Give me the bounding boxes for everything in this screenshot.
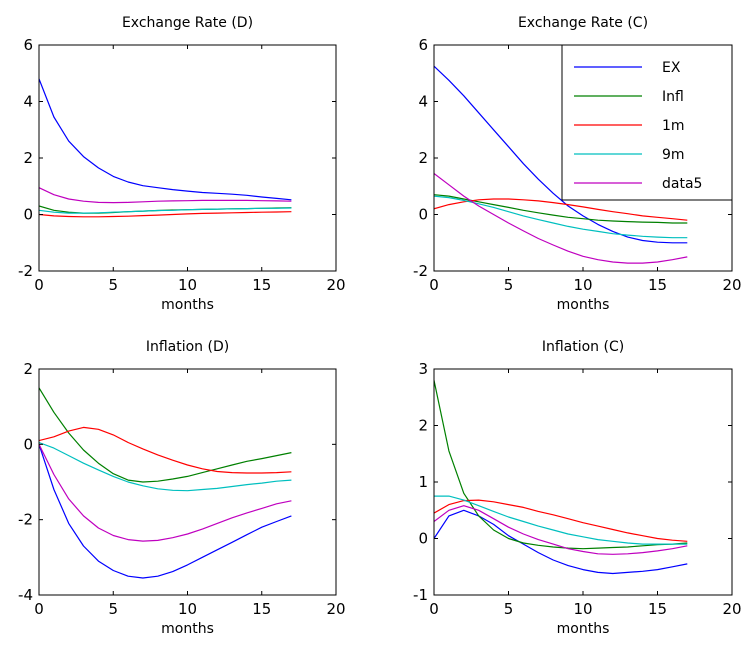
y-tick-label: 2 <box>418 149 428 167</box>
chart-title: Inflation (C) <box>542 339 624 355</box>
y-tick-label: -1 <box>413 586 428 604</box>
legend-label: 9m <box>662 147 685 163</box>
y-tick-label: 1 <box>418 473 428 491</box>
x-axis-label: months <box>557 621 610 637</box>
series-line-infl <box>434 380 688 550</box>
x-tick-label: 0 <box>429 276 439 294</box>
x-tick-label: 15 <box>648 276 667 294</box>
x-tick-label: 15 <box>648 600 667 618</box>
series-line-9m <box>434 495 688 545</box>
legend-label: 1m <box>662 118 685 134</box>
panel-3: 0 5 10 15 20 -4 -2 0 2 Inflation (D) months <box>18 339 346 637</box>
x-tick-label: 5 <box>108 276 118 294</box>
series-line-9m <box>39 441 292 492</box>
y-tick-label: 2 <box>23 149 33 167</box>
x-tick-label: 5 <box>504 276 514 294</box>
y-tick-label: 6 <box>418 36 428 54</box>
y-tick-label: 2 <box>418 417 428 435</box>
x-axis-label: months <box>557 297 610 313</box>
series-lines <box>39 78 292 218</box>
legend-box <box>561 44 733 201</box>
series-lines <box>434 65 688 264</box>
x-axis-label: months <box>161 621 214 637</box>
series-line-ex <box>434 509 688 575</box>
series-line-1m <box>434 499 688 542</box>
chart-title: Exchange Rate (D) <box>122 15 253 31</box>
x-tick-label: 20 <box>722 600 741 618</box>
legend: EX Infl 1m 9m data5 <box>561 44 733 201</box>
legend-label: Infl <box>662 89 684 105</box>
y-tick-label: -4 <box>18 586 33 604</box>
x-axis-label: months <box>161 297 214 313</box>
series-lines <box>434 380 688 575</box>
series-line-ex <box>39 444 292 579</box>
axes-box <box>38 368 337 596</box>
y-tick-label: 4 <box>418 93 428 111</box>
x-tick-label: 20 <box>722 276 741 294</box>
series-line-data5 <box>434 173 688 264</box>
series-line-1m <box>39 426 292 474</box>
axes-box <box>433 368 733 596</box>
x-tick-label: 10 <box>178 600 197 618</box>
x-tick-label: 20 <box>326 600 345 618</box>
series-line-infl <box>39 387 292 483</box>
x-tick-label: 15 <box>252 276 271 294</box>
y-tick-label: 6 <box>23 36 33 54</box>
series-line-1m <box>39 211 292 218</box>
y-tick-label: 3 <box>418 360 428 378</box>
series-line-9m <box>434 195 688 239</box>
y-tick-label: 0 <box>418 206 428 224</box>
y-tick-label: 0 <box>23 435 33 453</box>
x-tick-label: 15 <box>252 600 271 618</box>
axes-box <box>38 44 337 272</box>
x-tick-label: 5 <box>108 600 118 618</box>
y-tick-label: 2 <box>23 360 33 378</box>
x-tick-label: 20 <box>326 276 345 294</box>
y-tick-label: -2 <box>413 262 428 280</box>
y-tick-label: 0 <box>418 530 428 548</box>
x-tick-label: 10 <box>178 276 197 294</box>
series-line-ex <box>434 65 688 244</box>
series-line-data5 <box>39 187 292 204</box>
series-line-9m <box>39 207 292 214</box>
series-line-1m <box>434 198 688 221</box>
chart-title: Exchange Rate (C) <box>518 15 648 31</box>
legend-label: data5 <box>662 176 702 192</box>
series-line-data5 <box>434 505 688 555</box>
chart-title: Inflation (D) <box>146 339 229 355</box>
series-line-infl <box>434 194 688 224</box>
x-tick-label: 0 <box>34 600 44 618</box>
y-tick-label: 0 <box>23 206 33 224</box>
x-tick-label: 0 <box>34 276 44 294</box>
y-tick-label: -2 <box>18 511 33 529</box>
x-tick-label: 0 <box>429 600 439 618</box>
legend-label: EX <box>662 60 681 76</box>
series-lines <box>39 387 292 579</box>
y-tick-label: -2 <box>18 262 33 280</box>
x-tick-label: 10 <box>573 600 592 618</box>
x-tick-label: 5 <box>504 600 514 618</box>
y-tick-label: 4 <box>23 93 33 111</box>
x-tick-label: 10 <box>573 276 592 294</box>
series-line-ex <box>39 78 292 201</box>
series-line-data5 <box>39 444 292 542</box>
